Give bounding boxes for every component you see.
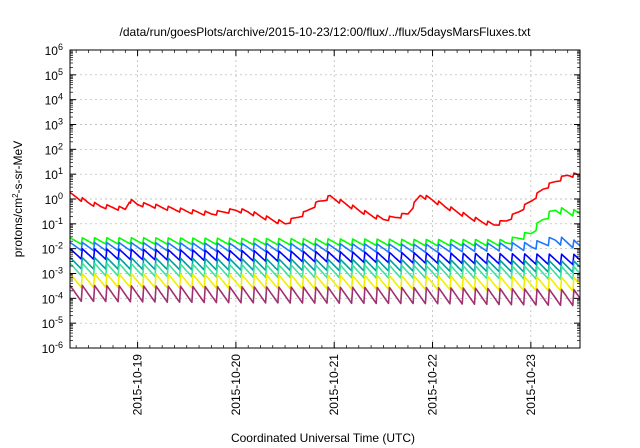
x-axis-ticks: 2015-10-19 2015-10-20 2015-10-21 2015-10-22… xyxy=(75,50,569,416)
x-axis-label: Coordinated Universal Time (UTC) xyxy=(231,431,415,445)
x-tick-label: 2015-10-20 xyxy=(229,354,243,416)
gridlines xyxy=(70,50,580,348)
y-tick-label: 102 xyxy=(45,141,63,157)
x-tick-label: 2015-10-21 xyxy=(327,354,341,416)
plot-frame xyxy=(69,49,581,349)
flux-series-line xyxy=(69,247,581,266)
y-axis-label-sup: 2 xyxy=(11,193,20,198)
y-axis-label-suffix: -s-sr-MeV xyxy=(11,141,25,194)
x-tick-label: 2015-10-19 xyxy=(131,354,145,416)
flux-series-line xyxy=(69,172,581,226)
series-lines xyxy=(69,172,581,307)
flux-series-line xyxy=(69,284,581,307)
y-tick-label: 10-6 xyxy=(42,340,63,356)
x-tick-label: 2015-10-22 xyxy=(426,354,440,416)
flux-series-line xyxy=(69,262,581,280)
chart-title: /data/run/goesPlots/archive/2015-10-23/1… xyxy=(120,25,532,39)
y-tick-label: 104 xyxy=(45,92,63,108)
flux-series-line xyxy=(69,207,581,247)
flux-series-line xyxy=(69,236,581,254)
y-axis-label-prefix: protons/cm xyxy=(11,198,25,257)
flux-series-line xyxy=(69,272,581,292)
y-tick-label: 10-4 xyxy=(42,290,63,306)
y-tick-label: 106 xyxy=(45,42,63,58)
y-tick-label: 10-1 xyxy=(42,216,63,232)
x-tick-label: 2015-10-23 xyxy=(524,354,538,416)
y-axis-label: protons/cm2-s-sr-MeV xyxy=(11,141,26,257)
y-tick-label: 101 xyxy=(45,166,63,182)
y-tick-label: 10-5 xyxy=(42,315,63,331)
y-tick-label: 103 xyxy=(45,117,63,133)
y-tick-label: 10-2 xyxy=(42,241,63,257)
y-tick-label: 10-3 xyxy=(42,266,63,282)
y-tick-label: 100 xyxy=(45,191,63,207)
y-tick-label: 105 xyxy=(45,67,63,83)
